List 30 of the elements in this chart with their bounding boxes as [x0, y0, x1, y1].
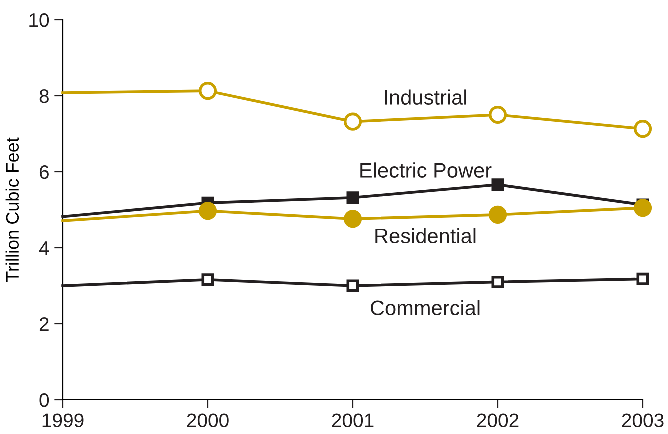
series-label: Industrial [385, 90, 466, 106]
x-tick-label: 2001 [332, 414, 374, 428]
point [346, 192, 360, 204]
point [636, 272, 650, 286]
point [492, 276, 504, 288]
point [488, 206, 508, 224]
x-tick-label: 2002 [477, 414, 519, 428]
y-tick-label: 4 [39, 242, 50, 256]
x-tick-label: 1999 [42, 414, 84, 428]
x-tick-label: 2000 [187, 414, 229, 428]
point [344, 210, 362, 228]
point [492, 178, 504, 192]
series-label: Commercial [371, 300, 480, 316]
point [198, 202, 218, 220]
y-tick-label: 2 [40, 317, 49, 332]
point [488, 106, 508, 124]
point [634, 199, 652, 218]
y-tick-label: 6 [40, 165, 49, 180]
point [344, 112, 362, 131]
point [202, 274, 214, 286]
y-tick-label: 10 [30, 13, 50, 28]
series-label: Electric Power [360, 162, 492, 178]
point [198, 82, 218, 100]
x-tick-label: 2003 [622, 414, 664, 428]
y-axis-title: Trillion Cubic Feet [6, 138, 20, 282]
y-tick-label: 0 [40, 393, 50, 408]
point [634, 120, 652, 138]
point [346, 280, 360, 292]
series-label: Residential [376, 228, 476, 244]
y-tick-label: 8 [40, 89, 49, 104]
